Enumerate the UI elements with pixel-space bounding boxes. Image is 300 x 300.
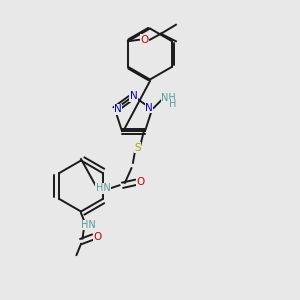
Text: N: N	[145, 103, 153, 113]
Text: NH: NH	[161, 93, 176, 103]
Text: HN: HN	[96, 183, 110, 193]
Text: HN: HN	[81, 220, 96, 230]
Text: H: H	[169, 99, 177, 110]
Text: S: S	[134, 143, 141, 153]
Text: O: O	[140, 35, 148, 45]
Text: N: N	[130, 91, 137, 101]
Text: N: N	[114, 104, 122, 115]
Text: O: O	[93, 232, 102, 242]
Text: O: O	[136, 177, 145, 187]
